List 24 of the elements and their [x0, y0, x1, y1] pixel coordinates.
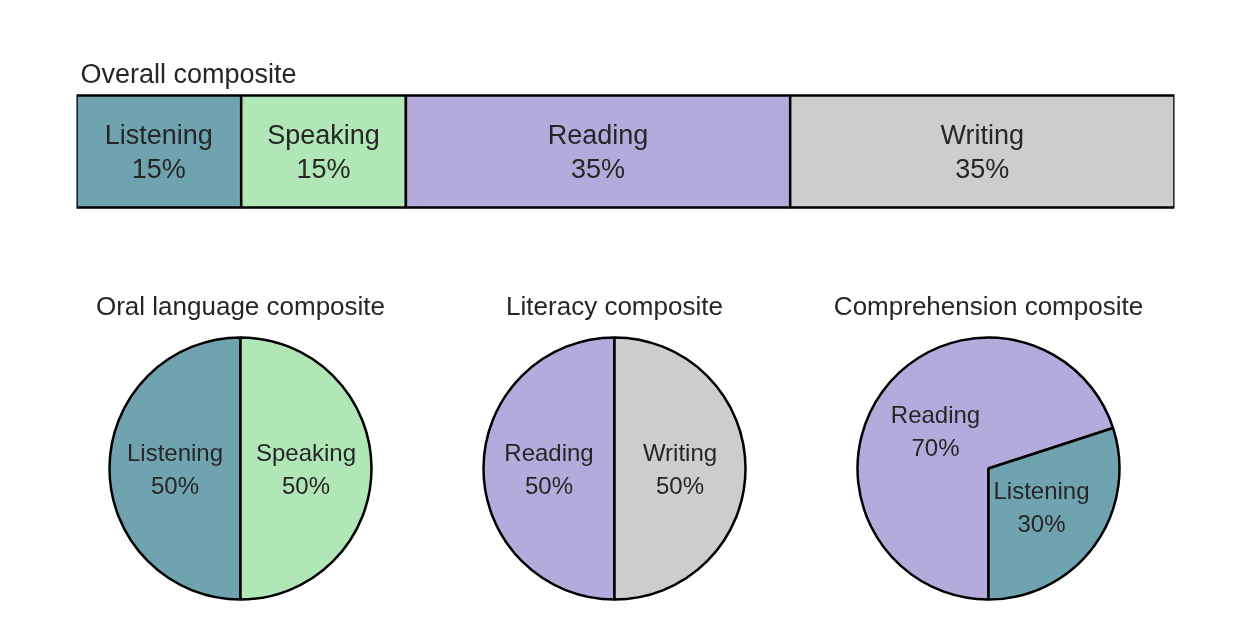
chart-title: Comprehension composite	[833, 290, 1144, 321]
slice-label: Speaking	[255, 439, 357, 466]
data-label: 50%	[150, 472, 200, 499]
slice-label: Listening	[126, 439, 224, 466]
data-label: 50%	[655, 472, 705, 499]
data-label: 30%	[1017, 510, 1066, 538]
chart-title: Oral language composite	[95, 290, 386, 321]
series-label: Writing	[940, 119, 1025, 150]
data-label: 50%	[524, 472, 574, 499]
data-label: 70%	[911, 433, 960, 461]
data-label: 50%	[281, 472, 331, 499]
slice-label: Writing	[642, 439, 718, 466]
slice-label: Reading	[890, 400, 981, 428]
data-label: 35%	[571, 153, 626, 184]
chart-title: Literacy composite	[506, 290, 723, 321]
data-label: 15%	[296, 153, 351, 184]
slice-label: Listening	[993, 477, 1090, 505]
series-label: Speaking	[267, 119, 380, 150]
chart-title: Overall composite	[80, 58, 297, 89]
series-label: Reading	[547, 119, 649, 150]
series-label: Listening	[104, 119, 213, 150]
slice-label: Reading	[504, 439, 594, 466]
data-label: 35%	[955, 153, 1010, 184]
data-label: 15%	[131, 153, 186, 184]
